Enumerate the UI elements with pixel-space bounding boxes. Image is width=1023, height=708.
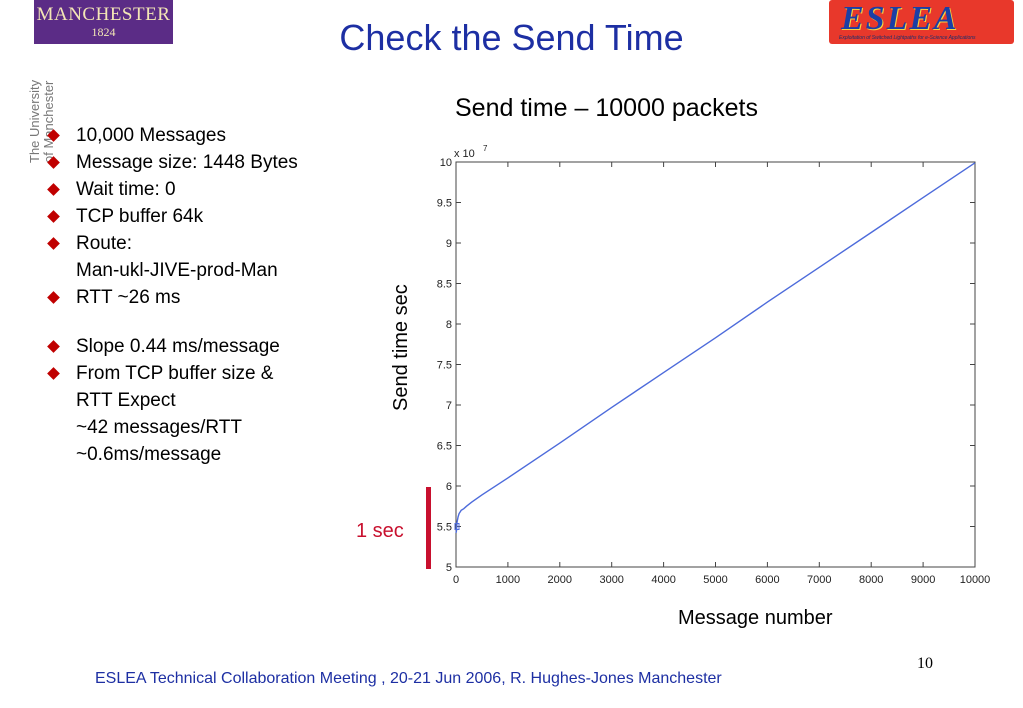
bullet-item: TCP buffer 64k	[45, 203, 365, 230]
y-tick-label: 7.5	[437, 360, 452, 372]
bullet-diamond-icon	[47, 129, 60, 142]
bullet-line: ~42 messages/RTT	[76, 417, 242, 438]
manchester-logo-word: MANCHESTER	[36, 4, 171, 25]
bullet-item: 10,000 Messages	[45, 122, 365, 149]
slide-title: Check the Send Time	[339, 17, 684, 58]
y-tick-label: 9	[446, 238, 452, 250]
one-sec-label: 1 sec	[356, 520, 404, 542]
bullet-diamond-icon	[47, 340, 60, 353]
bullet-line: RTT ~26 ms	[76, 287, 181, 308]
y-tick-label: 5	[446, 562, 452, 574]
x-tick-label: 10000	[960, 574, 991, 586]
bullet-line: RTT Expect	[76, 390, 176, 411]
footer-text: ESLEA Technical Collaboration Meeting , …	[95, 670, 722, 687]
bullet-item: Wait time: 0	[45, 176, 365, 203]
x-tick-label: 6000	[755, 574, 779, 586]
y-tick-label: 5.5	[437, 522, 452, 534]
y-axis-label: Send time sec	[390, 284, 412, 411]
y-tick-label: 9.5	[437, 198, 452, 210]
y-tick-label: 10	[440, 157, 452, 169]
bullet-item: From TCP buffer size & RTT Expect ~42 mess…	[45, 360, 365, 468]
bullet-diamond-icon	[47, 210, 60, 223]
bullet-diamond-icon	[47, 237, 60, 250]
send-time-series-line	[455, 162, 976, 534]
x-tick-label: 2000	[548, 574, 572, 586]
bullet-line: 10,000 Messages	[76, 125, 226, 146]
start-marker	[454, 523, 460, 530]
manchester-logo-year: 1824	[91, 25, 116, 39]
x-tick-label: 8000	[859, 574, 883, 586]
eslea-logo-word: ESLEA	[841, 0, 959, 37]
y-multiplier-exponent: 7	[483, 144, 488, 153]
plot-area	[455, 161, 976, 568]
bullet-line: Man-ukl-JIVE-prod-Man	[76, 260, 278, 281]
bullet-line: Slope 0.44 ms/message	[76, 336, 280, 357]
university-line-1: The University	[27, 79, 42, 163]
manchester-logo: MANCHESTER 1824	[34, 0, 173, 44]
bullet-item: RTT ~26 ms	[45, 284, 365, 311]
bullet-line: From TCP buffer size &	[76, 363, 274, 384]
x-tick-label: 9000	[911, 574, 935, 586]
y-tick-label: 7	[446, 400, 452, 412]
x-tick-label: 0	[453, 574, 459, 586]
bullet-list: 10,000 Messages Message size: 1448 Bytes W…	[45, 122, 365, 468]
bullet-diamond-icon	[47, 156, 60, 169]
x-tick-label: 1000	[496, 574, 520, 586]
y-tick-label: 6.5	[437, 441, 452, 453]
y-tick-label: 6	[446, 481, 452, 493]
bullet-diamond-icon	[47, 367, 60, 380]
bullet-diamond-icon	[47, 291, 60, 304]
x-tick-label: 3000	[599, 574, 623, 586]
x-axis-label: Message number	[678, 607, 833, 629]
y-multiplier-label: x 10	[454, 148, 475, 160]
x-tick-label: 5000	[703, 574, 727, 586]
bullet-item: Message size: 1448 Bytes	[45, 149, 365, 176]
bullet-line: ~0.6ms/message	[76, 444, 222, 465]
bullet-line: Wait time: 0	[76, 179, 176, 200]
y-tick-label: 8.5	[437, 279, 452, 291]
chart-title: Send time – 10000 packets	[455, 94, 758, 122]
bullet-line: TCP buffer 64k	[76, 206, 204, 227]
eslea-logo: ESLEA Exploitation of Switched Lightpath…	[829, 0, 1014, 44]
x-tick-label: 7000	[807, 574, 831, 586]
university-vertical-text: The University of Manchester	[2, 45, 56, 163]
page-number: 10	[917, 655, 933, 672]
y-tick-label: 8	[446, 319, 452, 331]
x-tick-label: 4000	[651, 574, 675, 586]
bullet-item: Slope 0.44 ms/message	[45, 333, 365, 360]
bullet-diamond-icon	[47, 183, 60, 196]
bullet-line: Message size: 1448 Bytes	[76, 152, 298, 173]
eslea-logo-subtitle: Exploitation of Switched Lightpaths for …	[839, 35, 976, 41]
bullet-line: Route:	[76, 233, 132, 254]
bullet-item: Route: Man-ukl-JIVE-prod-Man	[45, 230, 365, 284]
one-sec-scale-bar	[426, 487, 431, 569]
